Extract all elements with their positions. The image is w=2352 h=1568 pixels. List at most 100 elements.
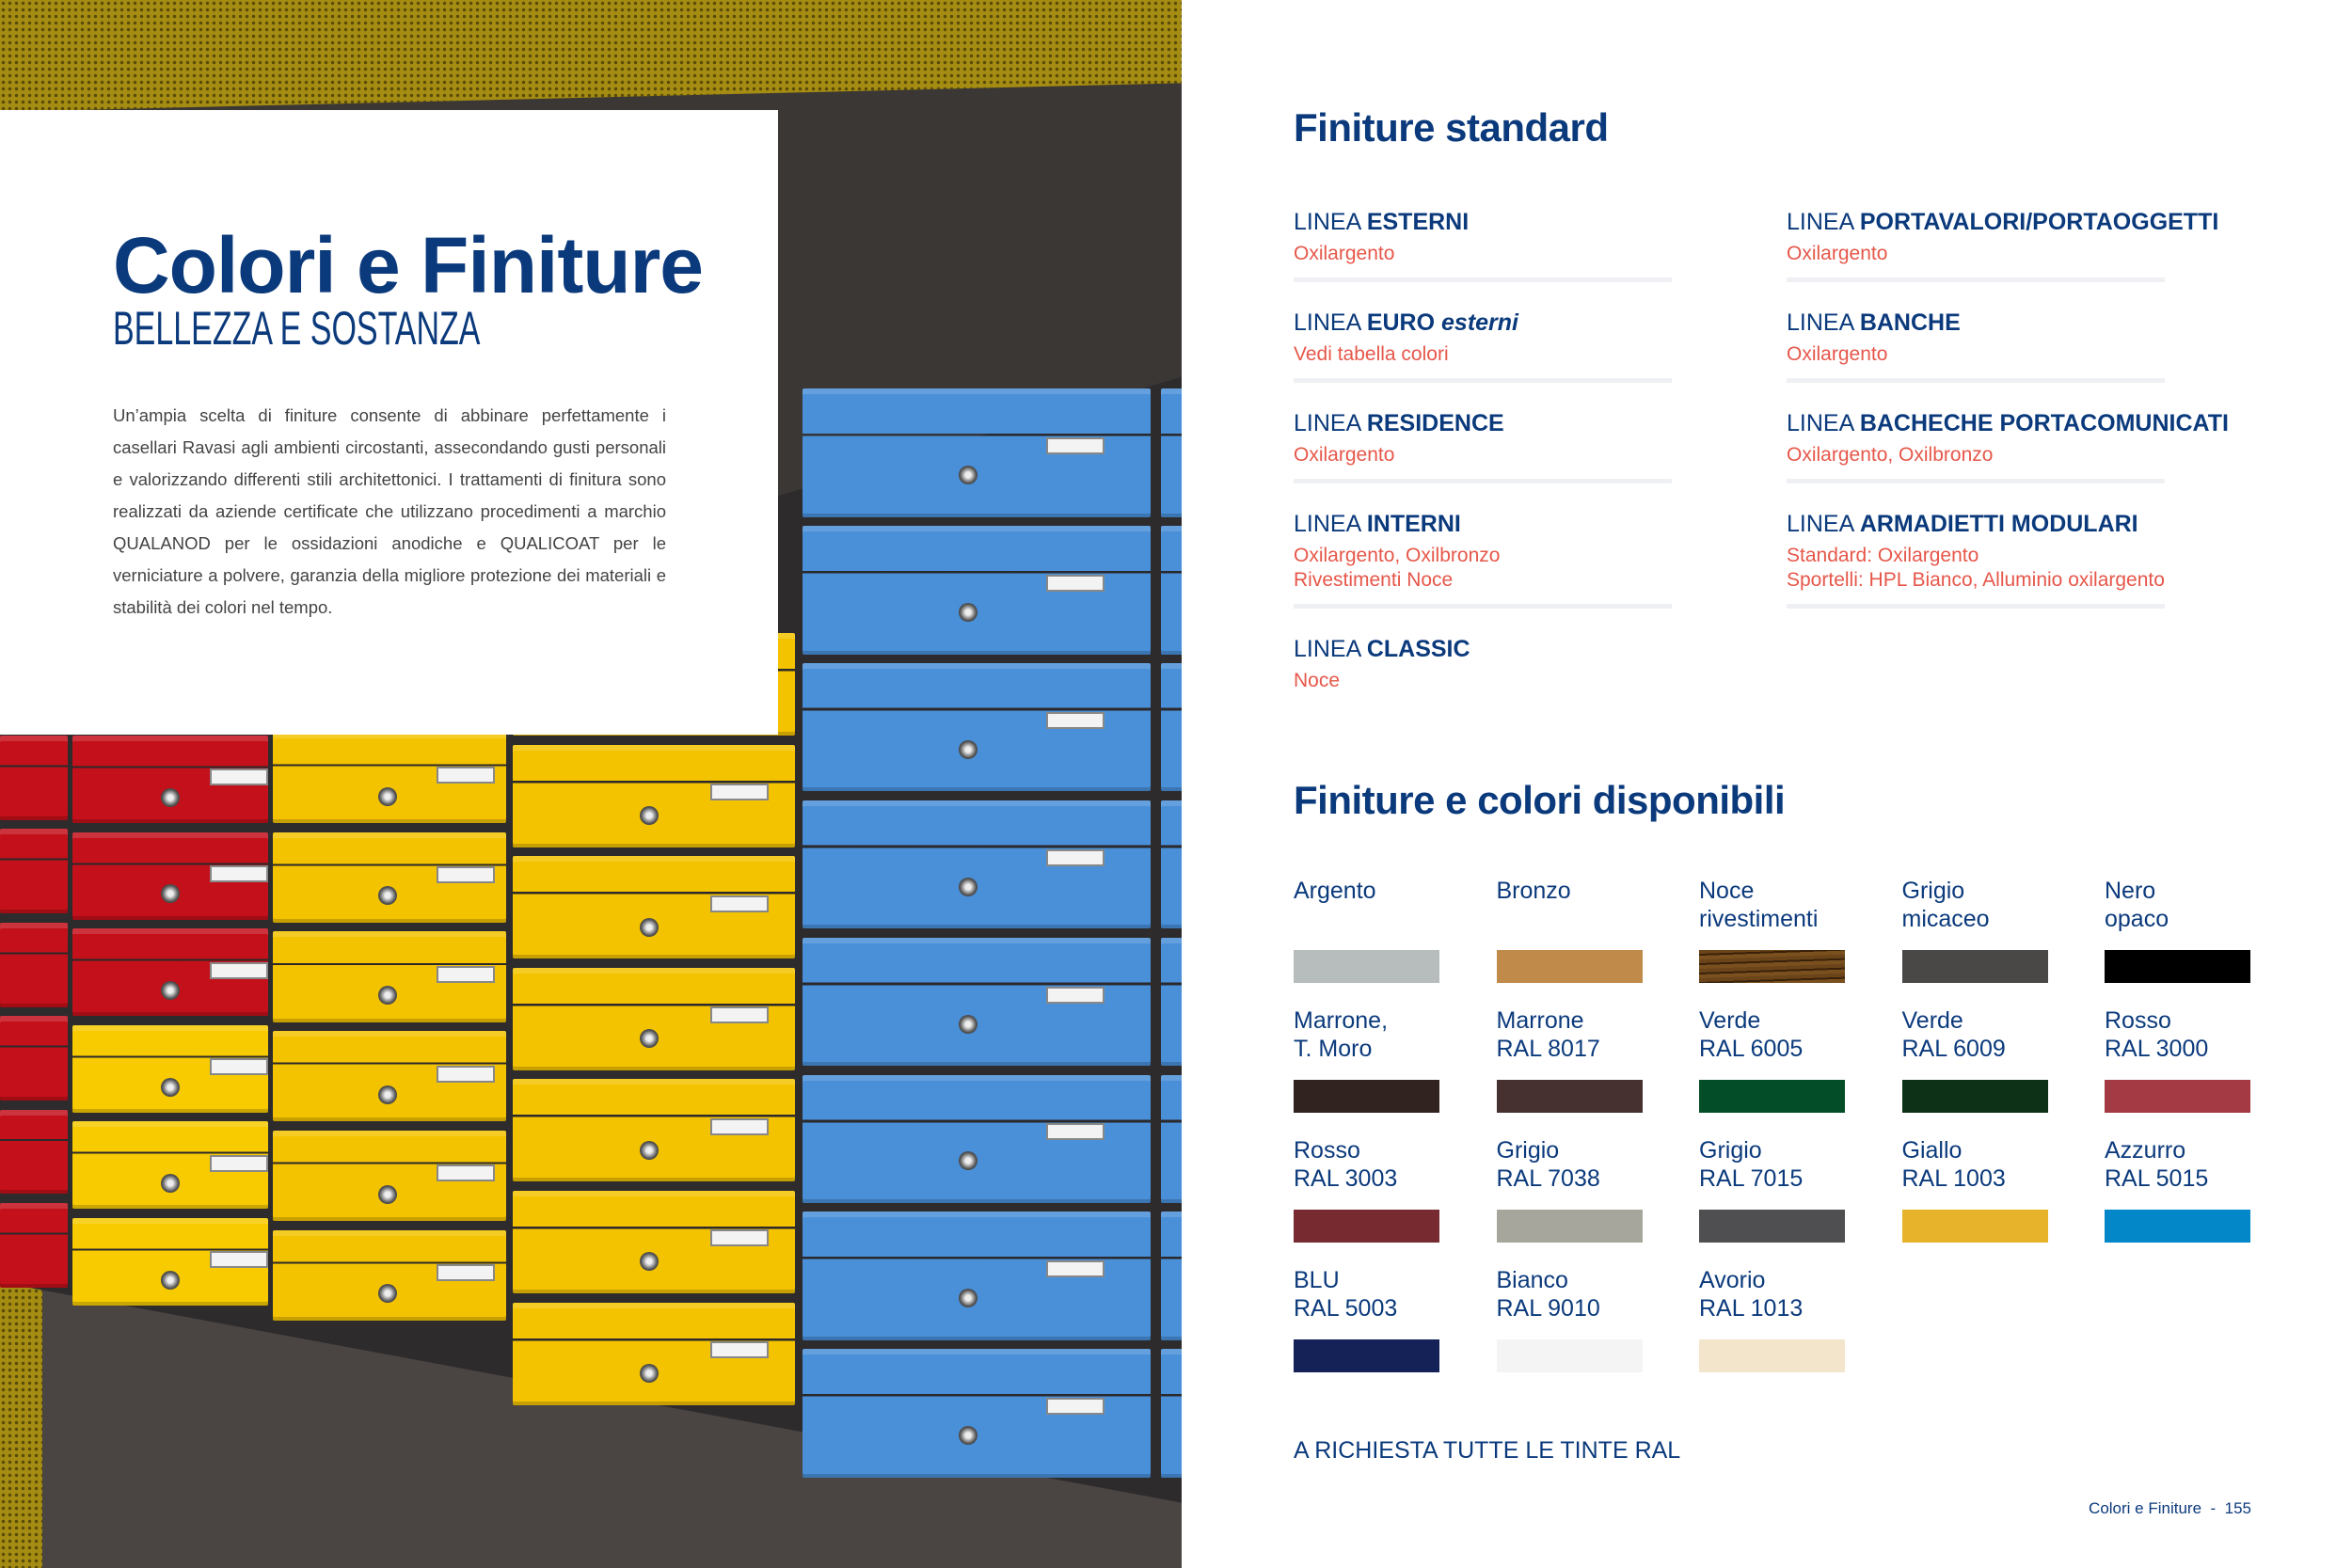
color-swatch: Argento (1294, 877, 1497, 1006)
lock-icon (959, 1426, 978, 1446)
mailbox-door (802, 937, 1151, 1067)
swatch-label: Avorio RAL 1013 (1699, 1266, 1902, 1323)
footer-section: Colori e Finiture (2089, 1499, 2202, 1517)
mailbox-door (72, 1024, 269, 1113)
mailbox-door (1161, 663, 1182, 792)
swatch-code: RAL 8017 (1496, 1036, 1600, 1062)
color-swatch: Marrone, T. Moro (1294, 1006, 1497, 1136)
intro-paragraph: Un’ampia scelta di finiture consente di … (113, 405, 666, 617)
swatch-chip (2105, 1210, 2250, 1243)
finish-value: Sportelli: HPL Bianco, Alluminio oxilarg… (1787, 569, 2165, 591)
finish-line-name: LINEA PORTAVALORI/PORTAOGGETTI (1787, 208, 2218, 236)
name-tag (436, 1065, 495, 1083)
line-prefix: LINEA (1787, 309, 1860, 336)
swatch-code: RAL 1003 (1901, 1165, 2006, 1192)
swatch-name: Rosso (2105, 1007, 2171, 1034)
name-tag (209, 1058, 268, 1076)
swatch-chip (1496, 1210, 1643, 1243)
name-tag (1045, 986, 1104, 1004)
mailbox-door (802, 663, 1151, 792)
mailbox-door (1161, 388, 1182, 517)
finish-line-name: LINEA RESIDENCE (1294, 409, 1672, 437)
mailbox-door (273, 1229, 507, 1321)
swatch-chip (1699, 1339, 1845, 1372)
swatch-code: RAL 7038 (1496, 1165, 1600, 1192)
name-tag (436, 965, 495, 983)
finish-value: Noce (1294, 670, 1341, 691)
swatch-code: rivestimenti (1699, 906, 1819, 932)
swatch-chip (1699, 1080, 1845, 1113)
swatch-code: RAL 3000 (2105, 1036, 2209, 1062)
color-swatch: Noce rivestimenti (1699, 877, 1902, 1006)
swatch-name: Bronzo (1496, 878, 1571, 904)
name-tag (709, 1229, 769, 1247)
name-tag (709, 1117, 769, 1135)
lock-icon (377, 1085, 397, 1104)
lock-icon (160, 787, 180, 807)
lock-icon (377, 886, 397, 906)
finish-value: Oxilargento (1787, 343, 1888, 365)
line-prefix: LINEA (1787, 511, 1860, 537)
mailbox-door (512, 1302, 795, 1405)
name-tag (709, 1006, 769, 1024)
finish-value: Oxilargento, Oxilbronzo (1294, 545, 1501, 566)
lock-icon (160, 884, 180, 904)
name-tag (1045, 848, 1104, 866)
line-prefix: LINEA (1294, 309, 1367, 336)
line-prefix: LINEA (1294, 636, 1367, 662)
mailbox-door (273, 732, 507, 823)
finishes-column-right: LINEA PORTAVALORI/PORTAOGGETTI Oxilargent… (1787, 208, 2229, 635)
color-swatch: Avorio RAL 1013 (1699, 1266, 1902, 1396)
mailbox-door (802, 388, 1151, 517)
swatch-chip (2105, 950, 2250, 983)
line-name: PORTAVALORI/PORTAOGGETTI (1859, 209, 2219, 235)
swatch-name: Bianco (1496, 1267, 1568, 1293)
finish-line-name: LINEA INTERNI (1294, 510, 1672, 538)
name-tag (436, 767, 495, 784)
lock-icon (377, 786, 397, 806)
swatch-name: Marrone, (1294, 1007, 1389, 1034)
mailbox-door (1161, 937, 1182, 1067)
mailbox-door (1161, 800, 1182, 929)
swatch-chip (2105, 1080, 2250, 1113)
swatch-label: Marrone RAL 8017 (1497, 1006, 1700, 1063)
available-colors-heading: Finiture e colori disponibili (1294, 778, 1786, 822)
mailbox-door (72, 928, 269, 1017)
swatch-chip (1294, 1210, 1439, 1243)
swatch-label: Bianco RAL 9010 (1497, 1266, 1700, 1323)
line-prefix: LINEA (1294, 209, 1367, 235)
mailbox-door (802, 1349, 1151, 1478)
swatch-code: RAL 7015 (1699, 1165, 1804, 1192)
finish-value: Oxilargento, Oxilbronzo (1787, 444, 1994, 466)
swatch-label: Verde RAL 6009 (1902, 1006, 2106, 1063)
swatch-name: Argento (1294, 878, 1376, 904)
lock-icon (639, 1029, 659, 1049)
lock-icon (639, 1252, 659, 1272)
color-swatch: Verde RAL 6009 (1901, 1006, 2106, 1136)
swatch-chip (1294, 1339, 1439, 1372)
color-swatch: Nero opaco (2105, 877, 2308, 1006)
divider (1294, 479, 1672, 483)
perforated-panel (0, 1242, 42, 1568)
line-name: BANCHE (1859, 309, 1961, 336)
name-tag (209, 1154, 268, 1172)
finish-line-name: LINEA ESTERNI (1294, 208, 1672, 236)
swatch-label: Nero opaco (2105, 877, 2308, 933)
swatch-label: Rosso RAL 3003 (1294, 1136, 1497, 1193)
mailbox-door (512, 967, 795, 1070)
standard-finishes-heading: Finiture standard (1294, 105, 1609, 150)
mailbox-door (0, 1016, 69, 1101)
intro-card (0, 110, 778, 735)
swatch-label: Verde RAL 6005 (1699, 1006, 1902, 1063)
color-swatch: BLU RAL 5003 (1294, 1266, 1497, 1396)
mailbox-door (72, 1217, 269, 1306)
finish-value: Oxilargento (1294, 444, 1395, 466)
swatch-name: Marrone (1496, 1007, 1584, 1034)
line-name: RESIDENCE (1366, 410, 1504, 436)
page-title: Colori e Finiture (113, 221, 704, 309)
lock-icon (639, 1364, 659, 1384)
lock-icon (959, 739, 978, 759)
footer-separator: - (2210, 1499, 2217, 1517)
swatch-chip (1294, 950, 1439, 983)
mailbox-door (0, 736, 69, 820)
